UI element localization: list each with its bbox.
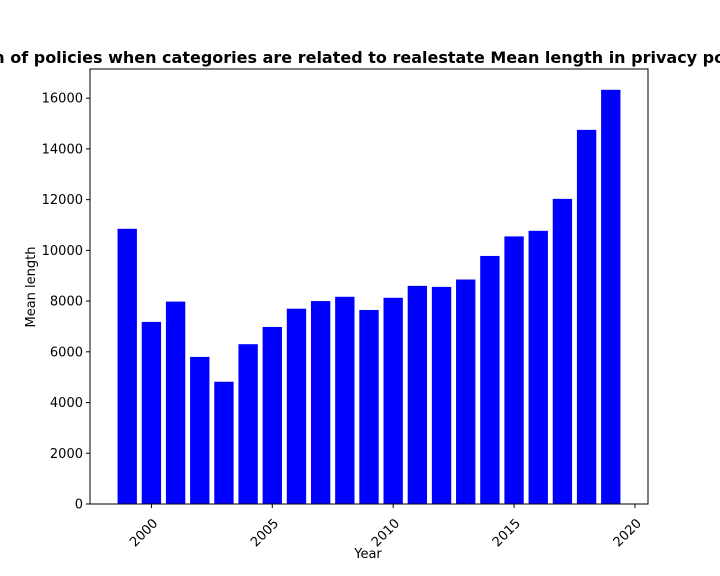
y-tick-label: 8000 — [50, 295, 83, 310]
bar-2007 — [310, 301, 331, 504]
bar-2014 — [480, 255, 500, 504]
y-tick-label: 2000 — [50, 447, 83, 462]
y-tick-label: 14000 — [42, 142, 83, 157]
x-tick-label: 2000 — [127, 516, 161, 550]
x-tick-label: 2015 — [490, 516, 524, 550]
bar-2000 — [141, 321, 162, 504]
y-tick-label: 0 — [75, 498, 83, 513]
plot-frame — [89, 68, 649, 505]
bar-2013 — [456, 279, 476, 504]
bar-2008 — [335, 296, 355, 504]
y-axis: 0 2000 4000 6000 8000 10000 12000 14000 16000 — [42, 92, 90, 513]
y-tick-label: 4000 — [50, 396, 83, 411]
bar-2003 — [214, 381, 234, 504]
bar-2006 — [286, 308, 307, 504]
x-tick-label: 2010 — [369, 516, 403, 550]
bar-2010 — [383, 297, 403, 504]
x-axis-label: Year — [353, 547, 382, 562]
y-tick-label: 16000 — [42, 92, 83, 107]
bar-2019 — [601, 89, 621, 505]
bars-group — [117, 89, 621, 505]
x-tick-label: 2005 — [248, 516, 282, 550]
y-tick-label: 12000 — [42, 193, 83, 208]
y-tick-label: 10000 — [42, 244, 83, 259]
x-tick-label: 2020 — [611, 516, 645, 550]
bar-2011 — [407, 285, 428, 504]
bar-2001 — [165, 301, 186, 504]
bar-2018 — [576, 129, 597, 504]
bar-2005 — [262, 326, 282, 504]
bar-2017 — [552, 198, 573, 504]
bar-2004 — [238, 344, 258, 504]
bar-2002 — [190, 356, 210, 504]
bar-2012 — [431, 286, 452, 504]
bar-2009 — [359, 309, 379, 504]
chart-title: Mean length of policies when categories … — [0, 48, 720, 67]
y-tick-label: 6000 — [50, 345, 83, 360]
y-axis-label: Mean length — [24, 247, 39, 328]
bar-2016 — [528, 230, 548, 504]
bar-1999 — [117, 228, 137, 505]
x-axis: 2000 2005 2010 2015 2020 — [127, 504, 645, 550]
bar-2015 — [504, 236, 524, 504]
